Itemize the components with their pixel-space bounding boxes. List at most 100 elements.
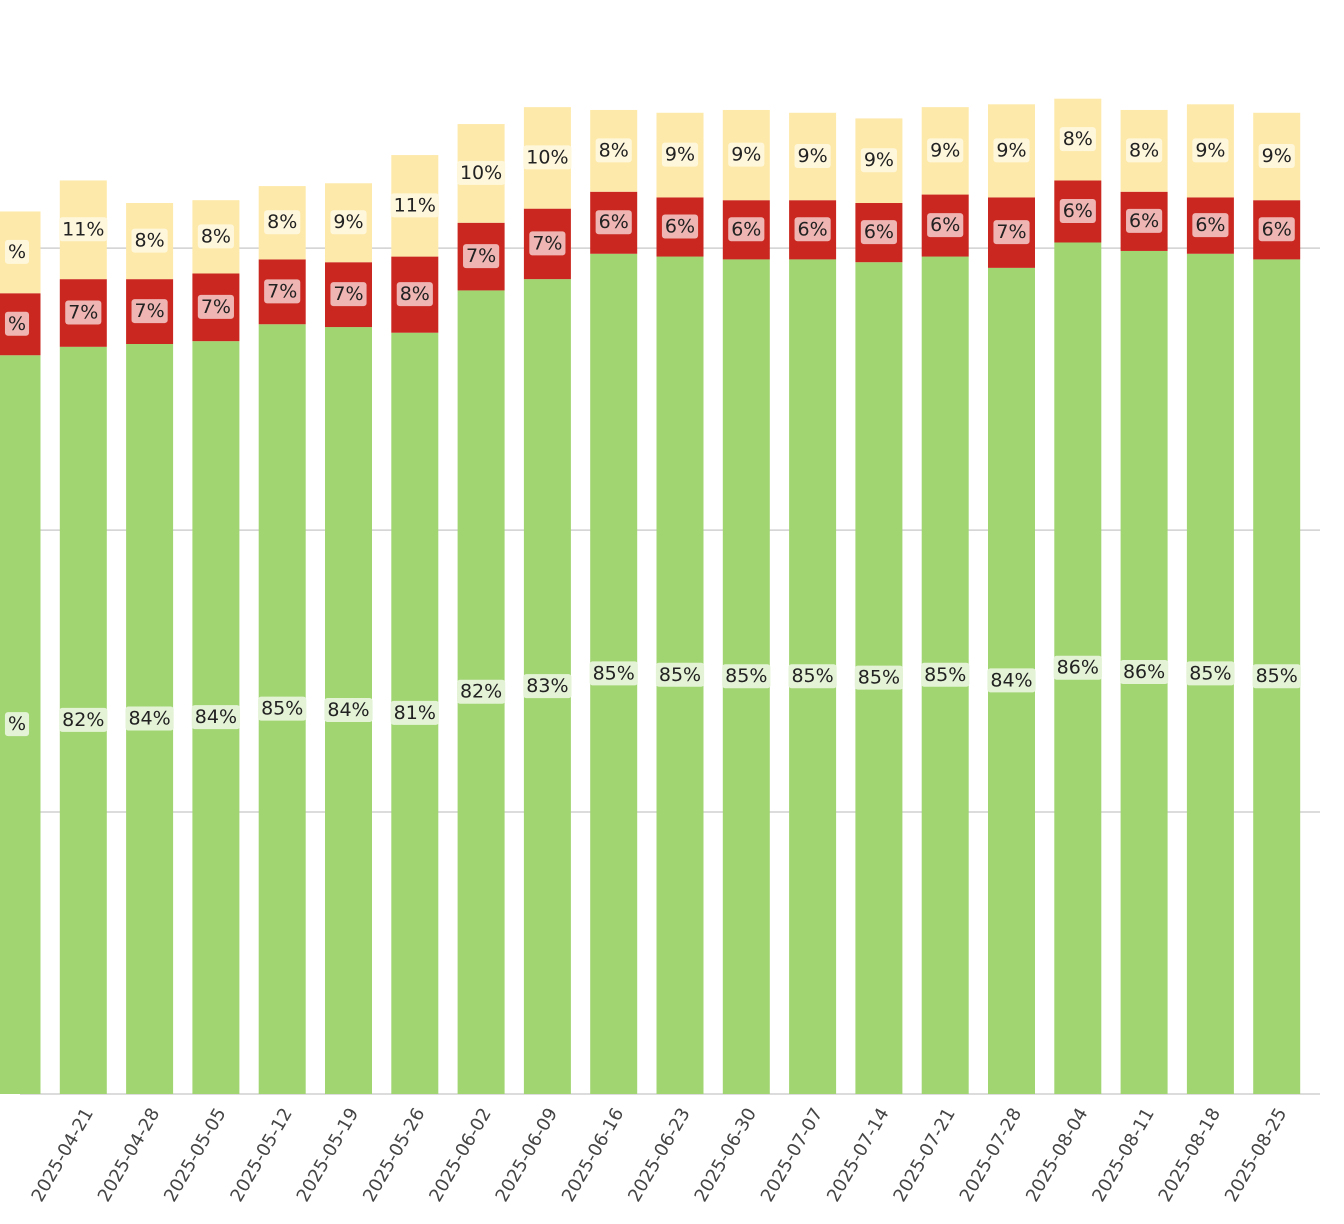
value-label-text: 9% xyxy=(864,149,894,171)
x-tick-label: 2025-08-04 xyxy=(1022,1105,1092,1206)
value-label-bg xyxy=(264,210,301,235)
value-label: 85% xyxy=(655,662,705,687)
value-label-text: 83% xyxy=(526,675,568,697)
value-label-bg xyxy=(330,282,367,307)
value-label-text: % xyxy=(8,313,26,335)
value-label-bg xyxy=(987,668,1036,693)
value-label-text: 85% xyxy=(593,662,635,684)
x-tick-label: 2025-04-28 xyxy=(94,1105,164,1206)
value-label: 7% xyxy=(65,300,102,325)
value-label-bg xyxy=(65,300,102,325)
value-label-text: 7% xyxy=(466,245,496,267)
value-label-text: 82% xyxy=(460,681,502,703)
value-label-text: 6% xyxy=(1262,218,1292,240)
value-label: 8% xyxy=(396,282,433,307)
value-label: 7% xyxy=(993,220,1030,245)
value-label-bg xyxy=(1059,198,1096,223)
value-label: 7% xyxy=(131,299,168,324)
value-label: 84% xyxy=(324,698,373,723)
value-label: 9% xyxy=(794,143,831,168)
value-label-text: 9% xyxy=(1195,139,1225,161)
value-label-text: 7% xyxy=(996,221,1026,243)
value-label: 85% xyxy=(589,661,638,686)
value-label-text: 85% xyxy=(1189,662,1231,684)
value-label-text: 8% xyxy=(1129,139,1159,161)
value-label: 85% xyxy=(1186,661,1235,686)
x-tick-label: 2025-05-19 xyxy=(293,1105,363,1206)
value-label-text: 6% xyxy=(930,214,960,236)
value-label: 6% xyxy=(661,214,699,239)
value-label: 6% xyxy=(728,217,765,242)
value-label-text: 8% xyxy=(1063,128,1093,150)
value-label-text: 6% xyxy=(665,215,695,237)
value-label-bg xyxy=(993,138,1030,163)
x-tick-label: 2025-05-12 xyxy=(226,1105,296,1206)
x-tick-label: 2025-07-21 xyxy=(889,1105,959,1206)
value-label-bg xyxy=(860,220,897,245)
value-label-bg xyxy=(1252,664,1301,689)
value-label-text: 84% xyxy=(195,706,237,728)
value-label: 6% xyxy=(860,220,897,245)
value-label-bg xyxy=(463,244,500,269)
value-label-text: 8% xyxy=(599,139,629,161)
value-label: 11% xyxy=(59,217,108,242)
x-tick-label: 2025-08-11 xyxy=(1088,1105,1158,1206)
value-label: 83% xyxy=(523,674,572,699)
value-label-text: 7% xyxy=(333,283,363,305)
value-label-bg xyxy=(854,665,904,690)
value-label-bg xyxy=(125,706,174,731)
value-label-text: % xyxy=(8,241,26,263)
value-label-text: 7% xyxy=(201,296,231,318)
value-label-bg xyxy=(1059,127,1096,152)
value-label-bg xyxy=(589,661,638,686)
value-label-text: 11% xyxy=(62,218,104,240)
value-label-bg xyxy=(1192,213,1229,238)
value-label: 9% xyxy=(1192,138,1229,163)
value-label: 9% xyxy=(860,148,897,173)
value-label-text: 6% xyxy=(1129,210,1159,232)
value-label: % xyxy=(4,311,30,336)
value-label: 82% xyxy=(456,679,506,704)
value-label: 85% xyxy=(1252,664,1301,689)
value-label-text: 8% xyxy=(400,283,430,305)
value-label-text: 7% xyxy=(267,280,297,302)
value-label-bg xyxy=(523,674,572,699)
value-label: 85% xyxy=(722,664,771,689)
value-label: 7% xyxy=(197,294,234,319)
value-label: % xyxy=(4,239,30,264)
value-label-bg xyxy=(860,148,897,173)
value-label-text: 9% xyxy=(665,144,695,166)
value-label: 84% xyxy=(191,705,241,730)
value-label-text: 9% xyxy=(930,139,960,161)
value-label-bg xyxy=(59,707,108,732)
x-tick-label: 2025-05-26 xyxy=(359,1105,429,1206)
value-label-bg xyxy=(1258,217,1295,242)
value-label-bg xyxy=(595,210,632,235)
x-tick-label: 2025-06-16 xyxy=(558,1105,628,1206)
value-label-text: 7% xyxy=(532,232,562,254)
value-label: 6% xyxy=(1192,213,1229,238)
value-label-bg xyxy=(1192,138,1229,163)
value-label-bg xyxy=(390,193,439,218)
value-label-text: 10% xyxy=(526,146,568,168)
value-label-bg xyxy=(1053,655,1102,680)
value-label-text: 8% xyxy=(201,225,231,247)
value-label-bg xyxy=(324,698,373,723)
value-label-bg xyxy=(788,664,837,689)
value-label-text: 9% xyxy=(798,145,828,167)
value-label-bg xyxy=(1258,143,1295,168)
value-label: 8% xyxy=(1126,138,1163,163)
value-label-text: 9% xyxy=(1262,145,1292,167)
value-label-bg xyxy=(456,160,506,185)
value-label-bg xyxy=(191,705,241,730)
value-label-bg xyxy=(661,142,699,167)
value-label-bg xyxy=(794,217,831,242)
value-label: 6% xyxy=(794,217,831,242)
value-label: 6% xyxy=(1258,217,1295,242)
value-label: 11% xyxy=(390,193,439,218)
value-label-text: 6% xyxy=(1195,214,1225,236)
value-label-bg xyxy=(523,145,572,170)
value-label: 82% xyxy=(59,707,108,732)
value-label: 86% xyxy=(1119,659,1169,684)
value-label-text: 86% xyxy=(1123,661,1165,683)
